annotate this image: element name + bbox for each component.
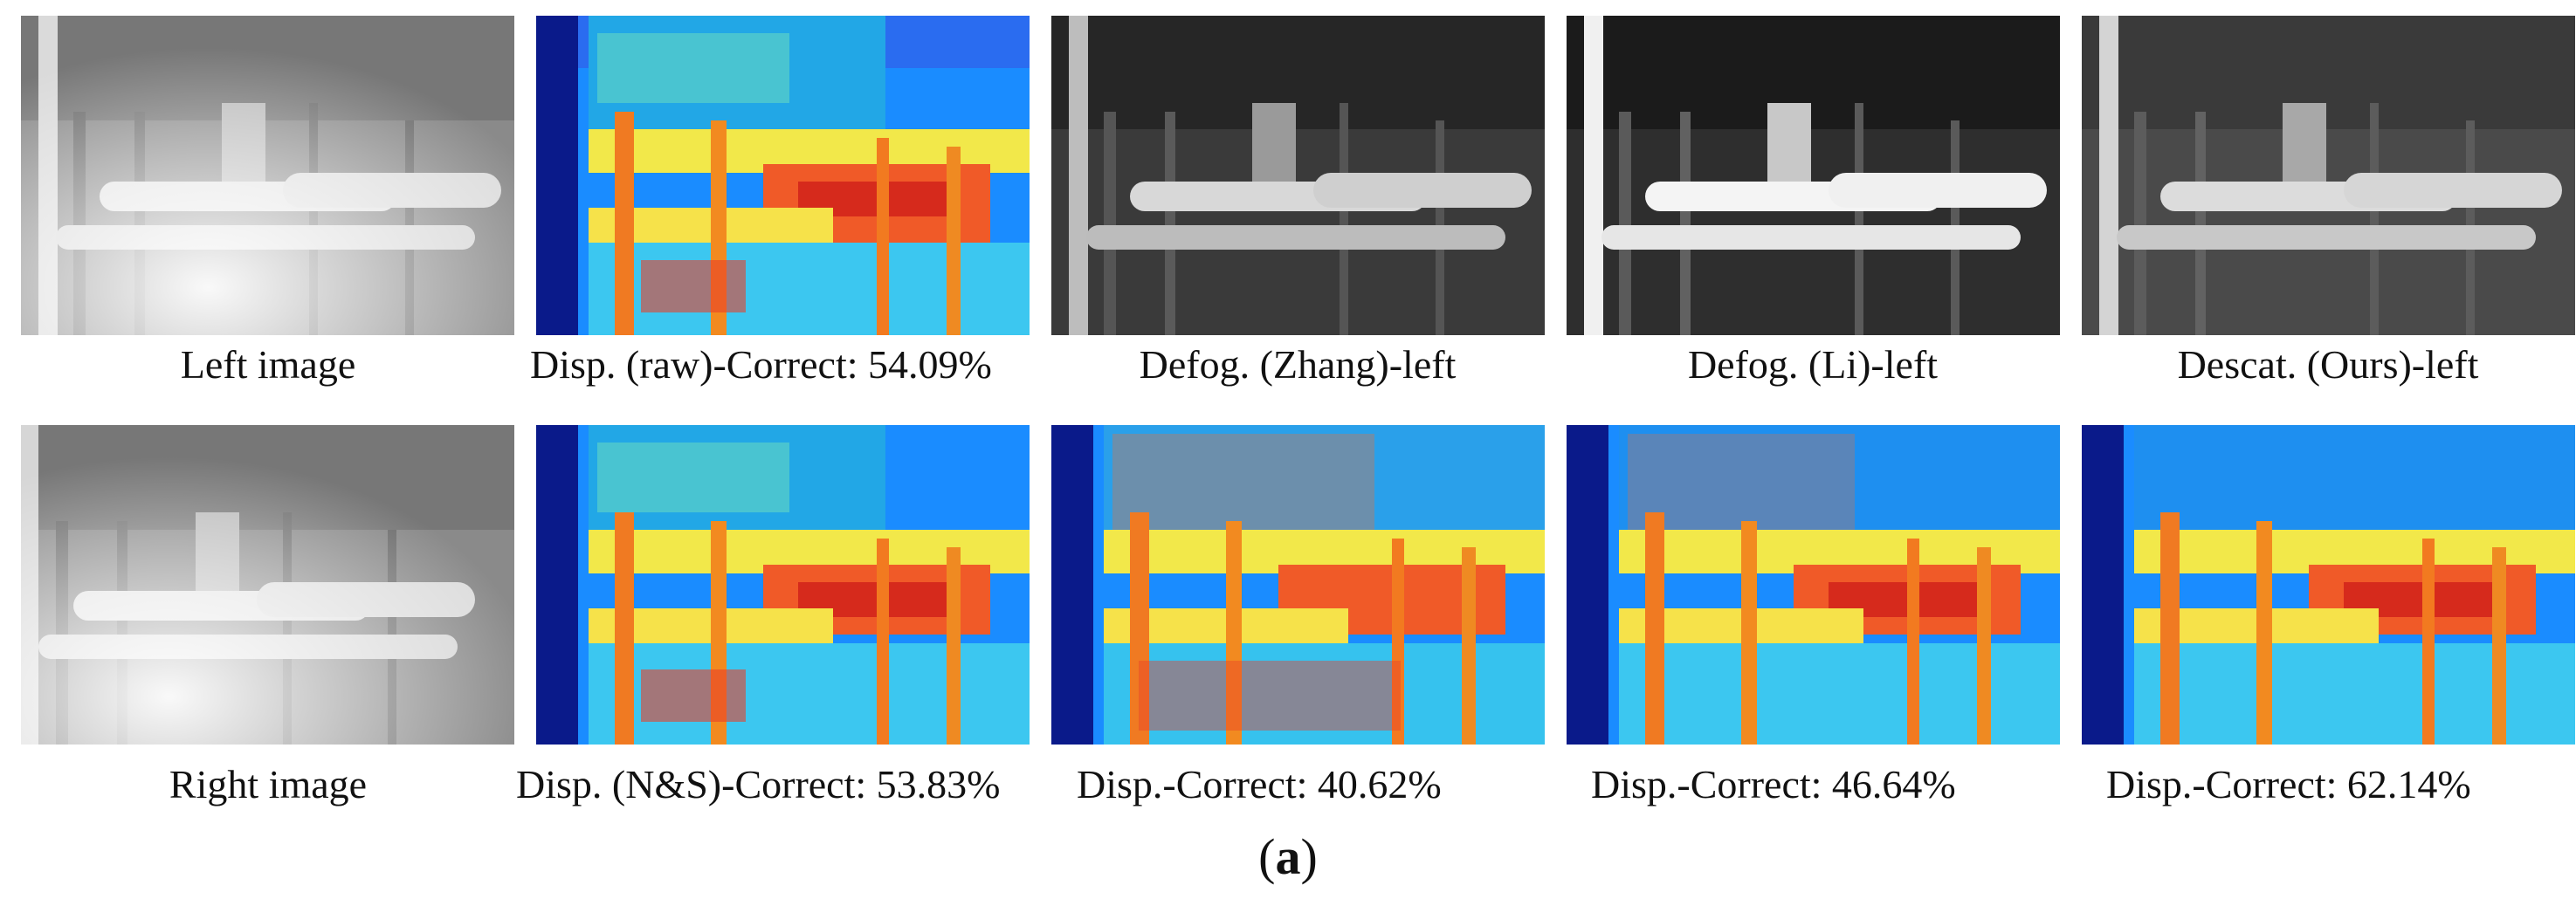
panel-label: (a) (0, 829, 2576, 885)
tile-caption: Defog. (Zhang)-left (1139, 342, 1457, 387)
disparity-map-ns (536, 425, 1030, 745)
defog-zhang-left-photo (1051, 16, 1545, 335)
left-image-photo (21, 16, 514, 335)
panel-label-letter: a (1275, 828, 1301, 885)
tile-caption: Left image (180, 342, 356, 387)
disparity-map-zhang (1051, 425, 1545, 745)
tile-caption: Disp. (raw)-Correct: 54.09% (530, 342, 992, 387)
tile-caption: Defog. (Li)-left (1687, 342, 1939, 387)
tile-caption: Disp.-Correct: 62.14% (2106, 762, 2471, 806)
panel-label-open: ( (1258, 828, 1276, 885)
defog-li-left-photo (1567, 16, 2060, 335)
descat-ours-left-photo (2082, 16, 2575, 335)
tile-caption: Disp. (N&S)-Correct: 53.83% (516, 762, 1001, 806)
disparity-map-raw (536, 16, 1030, 335)
disparity-map-ours (2082, 425, 2575, 745)
tile-caption: Descat. (Ours)-left (2177, 342, 2479, 387)
panel-label-close: ) (1300, 828, 1318, 885)
disparity-map-li (1567, 425, 2060, 745)
tile-caption: Disp.-Correct: 46.64% (1591, 762, 1956, 806)
right-image-photo (21, 425, 514, 745)
tile-caption: Disp.-Correct: 40.62% (1077, 762, 1442, 806)
tile-caption: Right image (169, 762, 368, 806)
